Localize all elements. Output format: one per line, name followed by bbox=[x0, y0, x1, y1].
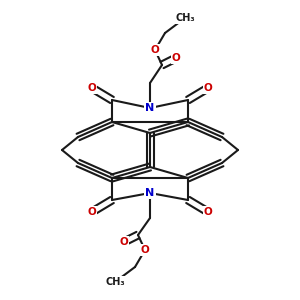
Text: O: O bbox=[204, 207, 212, 217]
Text: CH₃: CH₃ bbox=[105, 277, 125, 287]
Text: O: O bbox=[151, 45, 159, 55]
Text: CH₃: CH₃ bbox=[175, 13, 195, 23]
Text: N: N bbox=[146, 103, 154, 113]
Text: O: O bbox=[204, 83, 212, 93]
Text: O: O bbox=[172, 53, 180, 63]
Text: N: N bbox=[146, 188, 154, 198]
Text: O: O bbox=[88, 83, 96, 93]
Text: O: O bbox=[141, 245, 149, 255]
Text: O: O bbox=[88, 207, 96, 217]
Text: O: O bbox=[120, 237, 128, 247]
